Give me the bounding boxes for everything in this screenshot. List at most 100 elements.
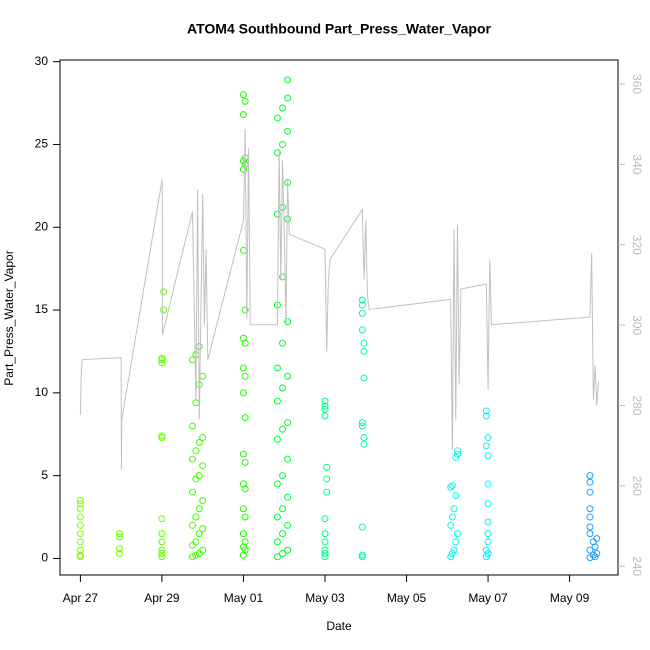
point: [76, 546, 84, 554]
point: [273, 553, 281, 561]
x-tick-label: Apr 29: [144, 591, 180, 605]
x-tick-label: May 09: [550, 591, 590, 605]
point: [188, 455, 196, 463]
point: [484, 538, 492, 546]
y-tick-label: 15: [35, 302, 49, 316]
point: [453, 447, 461, 455]
point: [453, 450, 461, 458]
y-tick-label: 20: [35, 219, 49, 233]
point: [239, 364, 247, 372]
point: [188, 521, 196, 529]
point: [586, 546, 594, 554]
point: [158, 432, 166, 440]
point: [450, 505, 458, 513]
point: [586, 523, 594, 531]
point: [284, 318, 292, 326]
point: [241, 339, 249, 347]
point: [76, 521, 84, 529]
point: [239, 480, 247, 488]
point: [360, 434, 368, 442]
point: [158, 549, 166, 557]
point: [450, 546, 458, 554]
point: [358, 296, 366, 304]
point: [76, 505, 84, 513]
y2-tick-label: 360: [630, 74, 644, 94]
point: [115, 545, 123, 553]
point: [482, 553, 490, 561]
point: [241, 513, 249, 521]
point: [321, 549, 329, 557]
point: [360, 440, 368, 448]
point: [273, 149, 281, 157]
point: [273, 480, 281, 488]
point: [76, 500, 84, 508]
point: [195, 505, 203, 513]
point: [279, 384, 287, 392]
y2-tick-label: 320: [630, 235, 644, 255]
point: [323, 488, 331, 496]
point: [195, 530, 203, 538]
point: [188, 553, 196, 561]
point: [241, 538, 249, 546]
point: [158, 553, 166, 561]
point: [241, 546, 249, 554]
point: [241, 306, 249, 314]
point: [593, 549, 601, 557]
point: [284, 127, 292, 135]
x-tick-label: May 07: [468, 591, 508, 605]
point: [321, 397, 329, 405]
point: [447, 483, 455, 491]
y-tick-label: 5: [41, 468, 48, 482]
point: [284, 372, 292, 380]
point: [452, 453, 460, 461]
point: [484, 518, 492, 526]
point: [115, 533, 123, 541]
point: [188, 488, 196, 496]
point: [358, 419, 366, 427]
point: [192, 447, 200, 455]
point: [160, 288, 168, 296]
point: [484, 452, 492, 460]
y2-tick-label: 300: [630, 315, 644, 335]
point: [284, 521, 292, 529]
point: [358, 326, 366, 334]
point: [239, 530, 247, 538]
point: [158, 538, 166, 546]
x-tick-label: May 01: [224, 591, 264, 605]
point: [484, 434, 492, 442]
y2-tick-label: 340: [630, 154, 644, 174]
point: [273, 364, 281, 372]
point: [199, 434, 207, 442]
point: [358, 309, 366, 317]
point: [239, 111, 247, 119]
point: [453, 530, 461, 538]
point: [279, 140, 287, 148]
point: [482, 412, 490, 420]
point: [195, 439, 203, 447]
point: [279, 549, 287, 557]
point: [279, 425, 287, 433]
point: [323, 475, 331, 483]
point: [284, 493, 292, 501]
point: [321, 546, 329, 554]
x-tick-label: May 05: [387, 591, 427, 605]
point: [591, 543, 599, 551]
y-tick-label: 30: [35, 54, 49, 68]
point: [482, 442, 490, 450]
point: [484, 480, 492, 488]
point: [199, 496, 207, 504]
point: [284, 546, 292, 554]
point: [241, 97, 249, 105]
point: [360, 347, 368, 355]
line: [79, 129, 599, 470]
point: [284, 94, 292, 102]
point: [360, 374, 368, 382]
point: [589, 551, 597, 559]
point: [586, 530, 594, 538]
point: [239, 165, 247, 173]
point: [188, 541, 196, 549]
point: [195, 342, 203, 350]
point: [241, 485, 249, 493]
point: [279, 339, 287, 347]
